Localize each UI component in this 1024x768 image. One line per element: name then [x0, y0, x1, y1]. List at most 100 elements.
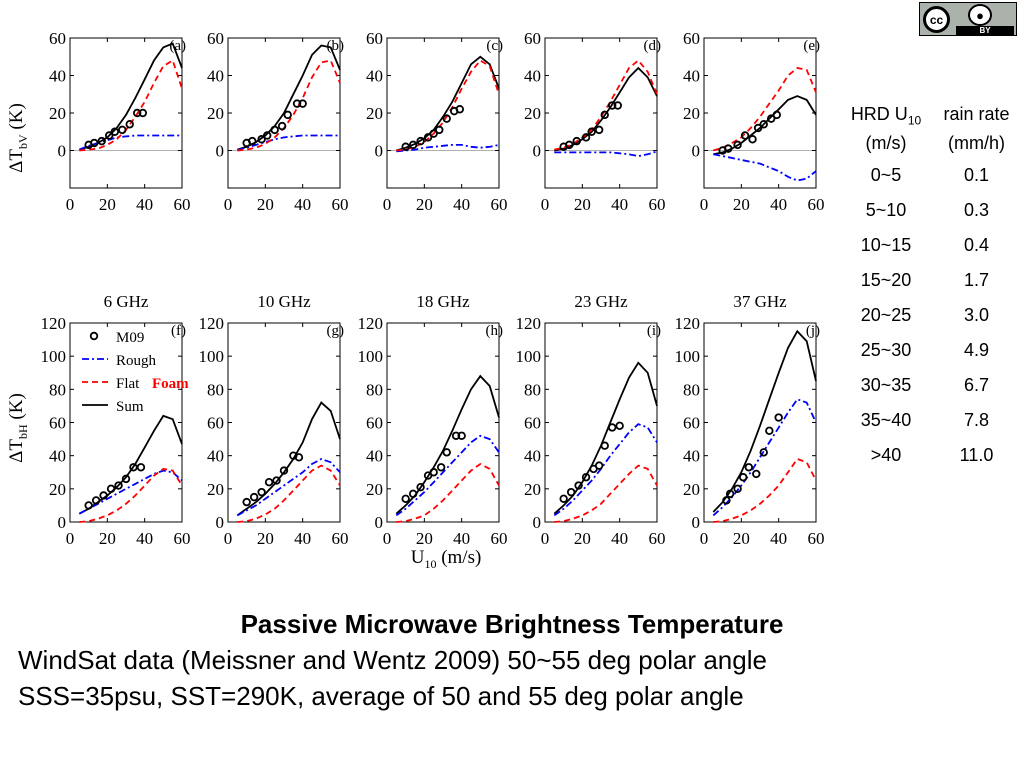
obs-point	[416, 482, 425, 492]
y-tick-label: 0	[58, 513, 67, 532]
cc-by-license-badge[interactable]: cc ● BY	[919, 2, 1017, 36]
rain-rate-cell: 11.0	[959, 445, 994, 465]
rain-rate-cell: 7.8	[963, 410, 990, 430]
y-tick-label: 120	[358, 314, 384, 333]
obs-point	[600, 441, 609, 450]
obs-point	[277, 121, 287, 131]
x-tick-label: 0	[383, 195, 392, 214]
x-tick-label: 40	[453, 195, 470, 214]
x-tick-label: 20	[733, 529, 750, 548]
obs-point	[136, 463, 146, 472]
frequency-label: 10 GHz	[257, 292, 311, 311]
obs-point	[615, 421, 624, 431]
obs-point	[110, 127, 119, 136]
y-tick-label: 20	[366, 480, 383, 499]
x-tick-label: 20	[257, 195, 274, 214]
series-line-rough	[237, 134, 340, 151]
y-tick-label: 0	[216, 142, 225, 161]
table-body: 0~5 0.1 5~10 0.3 10~15 0.4 15~20 1.7 20~25 3.0 25~…	[843, 158, 1024, 473]
series-line-sum	[395, 374, 500, 515]
x-tick-label: 40	[770, 195, 787, 214]
caption-block: Passive Microwave Brightness Temperature…	[0, 606, 1024, 714]
chart-panel: 0 20 40 60 0 20 40 60 (b)	[207, 29, 349, 214]
x-tick-label: 0	[66, 195, 75, 214]
series-line-flat	[554, 59, 658, 151]
panel-label: (f)	[171, 323, 186, 339]
y-tick-label: 60	[207, 29, 224, 48]
obs-point	[442, 114, 451, 123]
obs-point	[442, 448, 451, 457]
y-tick-label: 0	[375, 513, 384, 532]
y-axis-label-bottom-unit: (K)	[6, 393, 27, 424]
obs-point	[733, 484, 742, 494]
obs-point	[118, 125, 127, 135]
rain-rate-header: rain rate	[943, 104, 1010, 124]
y-tick-label: 0	[533, 142, 542, 161]
axes-frame	[703, 37, 817, 189]
y-tick-label: 40	[49, 447, 66, 466]
y-axis-label-top: ΔTbV (K)	[6, 103, 30, 173]
y-tick-label: 40	[524, 447, 541, 466]
legend: M09 Rough Flat Sum Foam	[82, 330, 189, 415]
y-axis-label-top-sub: bV	[16, 134, 30, 149]
u10-cell: 30~35	[860, 375, 912, 395]
series-line-rough	[78, 469, 183, 515]
series-line-sum	[396, 55, 500, 152]
panel-label: (h)	[486, 323, 504, 339]
person-icon: ●	[968, 4, 992, 26]
x-tick-label: 60	[491, 195, 508, 214]
series-line-flat	[713, 457, 817, 523]
table-row: >40 11.0	[843, 438, 1024, 473]
frequency-label: 18 GHz	[416, 292, 470, 311]
y-tick-label: 60	[683, 414, 700, 433]
series-line-rough	[553, 423, 658, 517]
series-line-sum	[554, 66, 658, 152]
x-tick-label: 20	[99, 529, 116, 548]
frequency-label: 6 GHz	[104, 292, 149, 311]
obs-point	[767, 114, 776, 123]
panel-label: (j)	[806, 323, 820, 339]
chart-panel: 0 20 40 60 0 20 40 60 (a)	[49, 29, 191, 214]
y-tick-label: 60	[207, 414, 224, 433]
y-tick-label: 100	[675, 347, 701, 366]
obs-point	[725, 489, 735, 499]
axes-frame	[227, 322, 341, 523]
y-tick-label: 0	[58, 142, 67, 161]
x-tick-label: 0	[224, 529, 233, 548]
obs-point	[104, 131, 114, 140]
table-row: 25~30 4.9	[843, 333, 1024, 368]
panel-label: (b)	[327, 38, 345, 54]
y-tick-label: 100	[516, 347, 542, 366]
obs-point	[559, 494, 568, 503]
y-tick-label: 60	[366, 29, 383, 48]
obs-point	[759, 120, 768, 129]
obs-point	[249, 492, 259, 502]
obs-point	[257, 487, 266, 497]
table-row: 0~5 0.1	[843, 158, 1024, 193]
legend-label: Flat	[116, 376, 140, 392]
u10-unit-header: (m/s)	[865, 133, 907, 153]
u10-cell: 35~40	[860, 410, 912, 430]
obs-point	[125, 120, 134, 129]
x-tick-label: 60	[491, 529, 508, 548]
obs-point	[594, 461, 604, 470]
y-tick-label: 20	[366, 104, 383, 123]
table-row: 5~10 0.3	[843, 193, 1024, 228]
y-tick-label: 0	[216, 513, 225, 532]
rain-rate-cell: 4.9	[963, 340, 990, 360]
series-line-sum	[236, 401, 341, 517]
x-tick-label: 0	[224, 195, 233, 214]
rain-rate-unit-header: (mm/h)	[948, 133, 1005, 153]
obs-point	[91, 496, 101, 505]
y-tick-label: 20	[207, 480, 224, 499]
y-tick-label: 40	[683, 447, 700, 466]
y-tick-label: 80	[49, 380, 66, 399]
series-line-sum	[553, 361, 658, 515]
obs-point	[774, 413, 783, 422]
figure-panels: 0 20 40 60 0 20 40 60 (a) 6 GHz 0 20 40 60 0 20 40 60 (b) 1…	[6, 29, 825, 571]
x-tick-label: 0	[383, 529, 392, 548]
chart-panel: 0 20 40 60 0 20 40 60 (c)	[366, 29, 508, 214]
x-tick-label: 40	[611, 529, 628, 548]
y-tick-label: 20	[524, 480, 541, 499]
axes-frame	[703, 322, 817, 523]
